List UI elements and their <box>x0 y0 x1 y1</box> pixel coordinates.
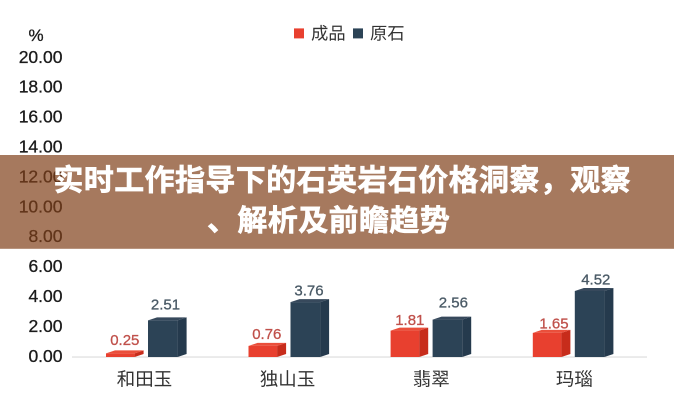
svg-text:0.00: 0.00 <box>28 346 62 366</box>
svg-text:18.00: 18.00 <box>19 77 63 97</box>
svg-text:6.00: 6.00 <box>28 256 62 276</box>
svg-text:16.00: 16.00 <box>19 107 63 127</box>
svg-text:1.65: 1.65 <box>539 316 568 333</box>
svg-text:4.00: 4.00 <box>28 286 62 306</box>
svg-text:0.25: 0.25 <box>110 332 139 349</box>
svg-text:%: % <box>28 26 43 45</box>
svg-text:2.00: 2.00 <box>28 316 62 336</box>
svg-text:20.00: 20.00 <box>19 47 63 67</box>
svg-text:3.76: 3.76 <box>294 283 323 300</box>
svg-text:4.52: 4.52 <box>581 272 610 289</box>
svg-text:0.76: 0.76 <box>252 326 281 343</box>
svg-text:2.56: 2.56 <box>439 295 468 312</box>
svg-text:14.00: 14.00 <box>19 137 63 157</box>
svg-text:2.51: 2.51 <box>151 297 180 314</box>
svg-text:1.81: 1.81 <box>395 312 424 329</box>
